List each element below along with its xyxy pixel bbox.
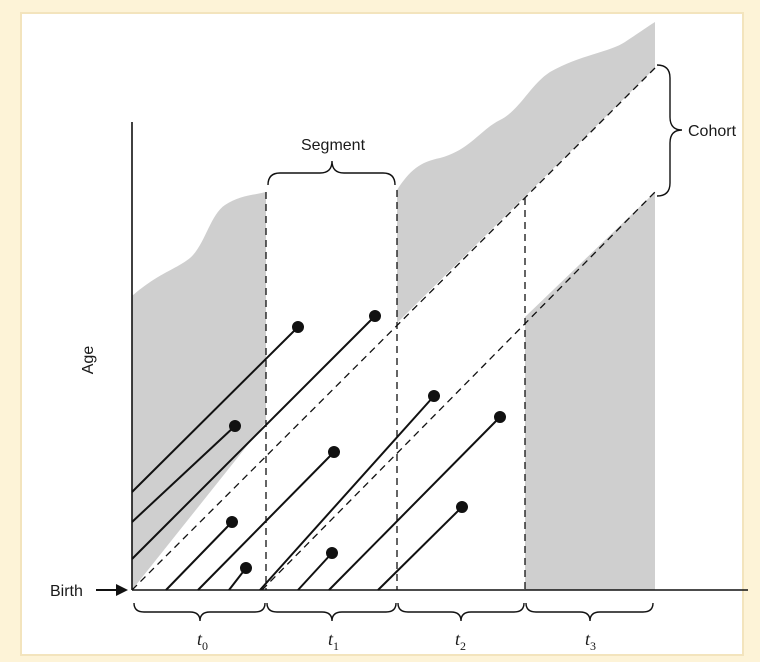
life-line <box>131 326 299 493</box>
period-label-t1: t1 <box>328 629 339 653</box>
period-brace-t2 <box>397 602 525 622</box>
death-point <box>226 516 238 528</box>
period-brace-t1 <box>266 602 397 622</box>
birth-label: Birth <box>50 583 83 600</box>
period-label-t2: t2 <box>455 629 466 653</box>
period-brace-t3 <box>525 602 654 622</box>
life-line <box>377 506 463 591</box>
shaded-region-t2 <box>397 22 655 323</box>
death-point <box>328 446 340 458</box>
life-line <box>131 315 376 560</box>
segment-brace <box>267 160 396 186</box>
life-line <box>197 451 335 591</box>
death-point <box>494 411 506 423</box>
life-line <box>297 552 333 591</box>
death-point <box>292 321 304 333</box>
shaded-region-t3 <box>525 192 655 590</box>
death-point <box>326 547 338 559</box>
segment-label: Segment <box>301 137 366 154</box>
period-label-t0: t0 <box>197 629 208 653</box>
cohort-upper-line <box>131 67 656 591</box>
life-line <box>328 416 501 591</box>
period-brace-t0 <box>133 602 266 622</box>
y-axis-label: Age <box>80 346 97 375</box>
shaded-region-t0 <box>132 192 266 590</box>
death-point <box>456 501 468 513</box>
death-point <box>240 562 252 574</box>
death-point <box>229 420 241 432</box>
cohort-brace <box>656 64 683 197</box>
birth-arrow-icon <box>96 584 128 596</box>
life-line <box>259 395 435 591</box>
life-line <box>165 521 233 591</box>
cohort-label: Cohort <box>688 123 737 140</box>
death-point <box>369 310 381 322</box>
life-line <box>131 425 236 523</box>
period-label-t3: t3 <box>585 629 596 653</box>
death-point <box>428 390 440 402</box>
cohort-lower-line <box>261 191 656 591</box>
